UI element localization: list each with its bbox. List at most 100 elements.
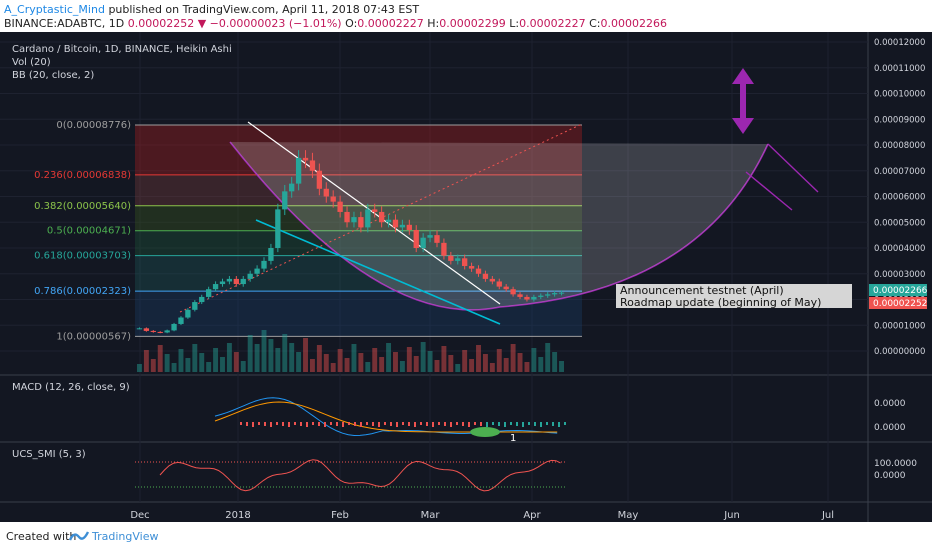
macd-hist-bar	[444, 422, 446, 426]
handle-line-2	[745, 171, 793, 211]
candle-body	[538, 295, 544, 297]
volume-bar	[531, 348, 537, 372]
volume-bar	[427, 351, 433, 372]
candle-body	[226, 278, 233, 282]
macd-hist-bar	[540, 422, 542, 427]
y-axis: 0.00012000 0.00011000 0.00010000 0.00009000…	[874, 38, 925, 357]
fib-zone	[135, 255, 582, 292]
macd-signal	[214, 401, 558, 433]
volume-bar	[199, 353, 205, 372]
volume-bar	[213, 348, 219, 372]
macd-hist-bar	[420, 422, 422, 425]
fib-level-label: 0.786(0.00002323)	[34, 286, 131, 297]
volume-bar	[538, 357, 544, 372]
volume-bar	[296, 352, 302, 372]
y-tick-label: 0.00009000	[874, 115, 925, 125]
candle-body	[462, 258, 468, 267]
candle-body	[212, 284, 219, 290]
volume-bar	[185, 358, 191, 372]
price-chart[interactable]: 0(0.00008776) 0.236(0.00006838) 0.382(0.00…	[0, 32, 932, 522]
candle-body	[372, 209, 378, 212]
volume-bar	[448, 355, 454, 372]
macd-hist-bar	[330, 422, 332, 425]
macd-hist-bar	[240, 422, 242, 425]
macd-hist-bar	[492, 422, 494, 425]
macd-hist-bar	[372, 422, 374, 426]
macd-hist-bar	[564, 422, 566, 425]
candle-body	[247, 273, 253, 279]
macd-cross-marker	[470, 427, 500, 437]
fib-level-label: 0.618(0.00003703)	[34, 251, 131, 262]
volume-bar	[489, 363, 495, 372]
symbol-label: BINANCE:ADABTC, 1D	[4, 17, 125, 30]
volume-bar	[434, 360, 440, 372]
candle-body	[344, 211, 350, 223]
fib-zone	[135, 174, 582, 206]
smi-line	[159, 459, 561, 492]
candle-body	[330, 196, 336, 202]
macd-hist-bar	[546, 422, 548, 425]
macd-hist-bar	[246, 422, 248, 426]
footer: Created with TradingView	[0, 522, 932, 550]
footer-brand[interactable]: TradingView	[92, 530, 159, 543]
macd-hist-bar	[360, 422, 362, 427]
volume-bar	[406, 347, 412, 372]
smi-tick-2: 0.0000	[874, 471, 906, 481]
macd-hist-bar	[432, 422, 434, 427]
author-link[interactable]: A_Cryptastic_Mind	[4, 3, 105, 16]
macd-hist-bar	[318, 422, 320, 426]
volume-bar	[220, 357, 225, 372]
macd-line	[214, 397, 558, 437]
macd-hist-bar	[252, 422, 254, 427]
volume-bar	[323, 354, 329, 372]
smi-tick-1: 100.0000	[874, 459, 917, 469]
candle-body	[510, 289, 516, 295]
fib-zone	[135, 125, 582, 175]
macd-hist-bar	[498, 422, 500, 426]
macd-hist-bar	[264, 422, 266, 426]
candle-body	[289, 183, 295, 192]
last-price: 0.00002252	[127, 17, 195, 30]
volume-bar	[247, 335, 253, 372]
macd-hist-bar	[312, 422, 314, 425]
volume-bar	[282, 334, 288, 372]
candle-body	[420, 237, 426, 248]
volume-bar	[510, 344, 516, 372]
price-change: −0.00000023 (−1.01%)	[209, 17, 342, 30]
fib-zone	[135, 291, 582, 337]
candle-body	[441, 242, 447, 256]
volume-bar	[226, 343, 232, 372]
candle-body	[185, 309, 191, 318]
macd-tick-2: 0.0000	[874, 423, 906, 433]
candle-body	[261, 260, 267, 269]
macd-hist-bar	[474, 422, 476, 425]
fib-level-label: 0.236(0.00006838)	[34, 170, 131, 181]
high-label: H:	[427, 17, 440, 30]
volume-bar	[496, 349, 502, 372]
volume-bar	[330, 363, 336, 372]
candle-body	[448, 255, 454, 261]
candle-body	[482, 273, 489, 279]
macd-hist-bar	[366, 422, 368, 425]
candle-body	[233, 278, 239, 285]
volume-bar	[476, 345, 481, 372]
macd-hist-bar	[486, 422, 488, 427]
x-tick-label: Feb	[331, 510, 349, 521]
volume-bar	[150, 359, 156, 372]
candle-body	[558, 292, 565, 294]
y-tick-label: 0.00007000	[874, 167, 925, 177]
candle-body	[406, 224, 412, 230]
close-value: 0.00002266	[600, 17, 667, 30]
chart-background	[0, 32, 932, 522]
candle-body	[136, 328, 143, 330]
publish-header: A_Cryptastic_Mind published on TradingVi…	[4, 3, 419, 16]
macd-hist-bar	[402, 422, 404, 425]
candle-body	[275, 209, 281, 248]
macd-hist-bar	[342, 422, 344, 427]
macd-hist-bar	[408, 422, 410, 426]
candle-body	[503, 286, 509, 290]
volume-bar	[545, 343, 551, 372]
macd-hist-bar	[288, 422, 290, 427]
volume-bar	[254, 344, 260, 372]
macd-histogram	[240, 422, 566, 427]
